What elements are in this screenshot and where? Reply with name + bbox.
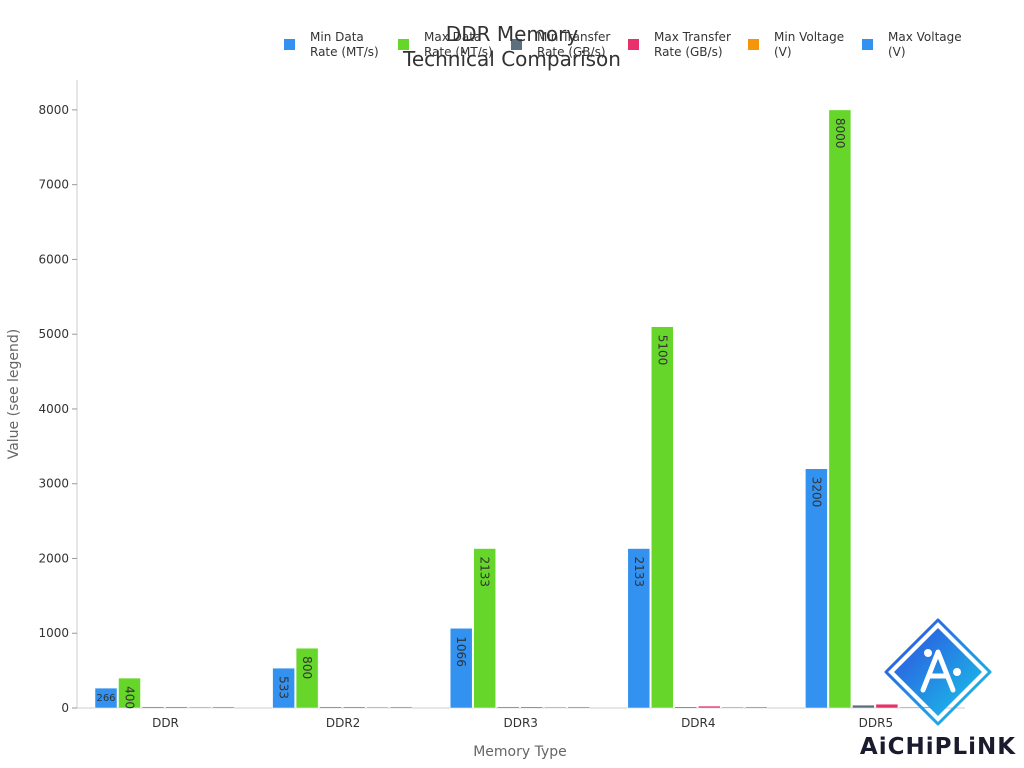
legend-swatch — [862, 39, 873, 50]
bar-data-label: 800 — [300, 656, 314, 679]
y-tick-label: 3000 — [38, 477, 69, 491]
x-axis-label: Memory Type — [473, 744, 567, 760]
bars: 266 533 1066 2133 3200 400 800 2133 5100 8000 — [94, 109, 946, 709]
bar — [543, 706, 567, 709]
x-axis: DDR DDR2 DDR3 DDR4 DDR5 — [77, 707, 965, 730]
x-tick-label: DDR3 — [503, 716, 537, 730]
legend-swatch — [511, 39, 522, 50]
bar — [94, 687, 118, 709]
bar — [165, 706, 188, 709]
bar — [852, 704, 875, 709]
bar-data-label: 266 — [96, 693, 115, 704]
y-tick-label: 1000 — [38, 626, 69, 640]
bar — [567, 706, 590, 709]
bar — [674, 706, 698, 709]
bar-data-label: 3200 — [809, 477, 823, 508]
bar — [828, 109, 852, 709]
legend-entry: Min Voltage (V) — [774, 30, 844, 59]
y-axis-label: Value (see legend) — [6, 329, 22, 460]
y-tick-label: 2000 — [38, 551, 69, 565]
bar — [389, 706, 413, 709]
bar — [272, 667, 295, 709]
aichiplink-logo-icon — [884, 618, 992, 726]
bar — [627, 548, 651, 709]
bar — [449, 628, 473, 709]
bar — [212, 706, 235, 709]
legend-entry: Min Transfer Rate (GB/s) — [537, 30, 610, 59]
legend-entry: Min Data Rate (MT/s) — [310, 30, 379, 59]
watermark-logo: AiCHiPLiNK — [860, 618, 1016, 760]
bar — [899, 706, 922, 709]
bar — [721, 706, 745, 709]
legend: Min Data Rate (MT/s) Max Data Rate (MT/s) Mi… — [284, 30, 962, 59]
bar-data-label: 2133 — [632, 557, 646, 588]
bar — [342, 706, 366, 709]
bar — [295, 647, 319, 709]
bar — [651, 326, 674, 709]
chart-title: DDR Memory Technical Comparison — [402, 22, 621, 71]
bar — [473, 548, 496, 709]
bar — [118, 677, 141, 709]
y-tick-label: 8000 — [38, 103, 69, 117]
bar — [141, 706, 165, 709]
legend-swatch — [284, 39, 295, 50]
bar — [520, 706, 543, 709]
y-tick-label: 4000 — [38, 402, 69, 416]
x-tick-label: DDR — [152, 716, 179, 730]
bar — [875, 703, 899, 709]
y-tick-label: 0 — [61, 701, 69, 715]
legend-entry: Max Transfer Rate (GB/s) — [654, 30, 731, 59]
y-tick-label: 6000 — [38, 252, 69, 266]
bar — [496, 706, 520, 709]
bar-data-label: 1066 — [454, 636, 468, 667]
watermark-text: AiCHiPLiNK — [860, 734, 1016, 760]
y-tick-label: 5000 — [38, 327, 69, 341]
x-tick-label: DDR4 — [681, 716, 715, 730]
bar-data-label: 2133 — [478, 557, 492, 588]
legend-entry: Max Data Rate (MT/s) — [424, 30, 493, 59]
bar-data-label: 5100 — [655, 335, 669, 366]
legend-entry: Max Voltage (V) — [888, 30, 962, 59]
x-tick-label: DDR2 — [326, 716, 360, 730]
bar — [188, 706, 212, 709]
y-tick-label: 7000 — [38, 178, 69, 192]
x-tick-label: DDR5 — [859, 716, 893, 730]
bar — [366, 706, 389, 709]
bar — [745, 706, 768, 709]
legend-swatch — [398, 39, 409, 50]
legend-swatch — [628, 39, 639, 50]
bar-data-label: 533 — [277, 676, 291, 699]
bar-data-label: 8000 — [833, 118, 847, 149]
bar-data-label: 400 — [123, 686, 137, 709]
legend-swatch — [748, 39, 759, 50]
bar — [805, 468, 828, 709]
bar — [319, 706, 342, 709]
y-axis: 0 1000 2000 3000 4000 5000 6000 7000 8000 — [38, 80, 78, 715]
bar — [698, 705, 721, 709]
